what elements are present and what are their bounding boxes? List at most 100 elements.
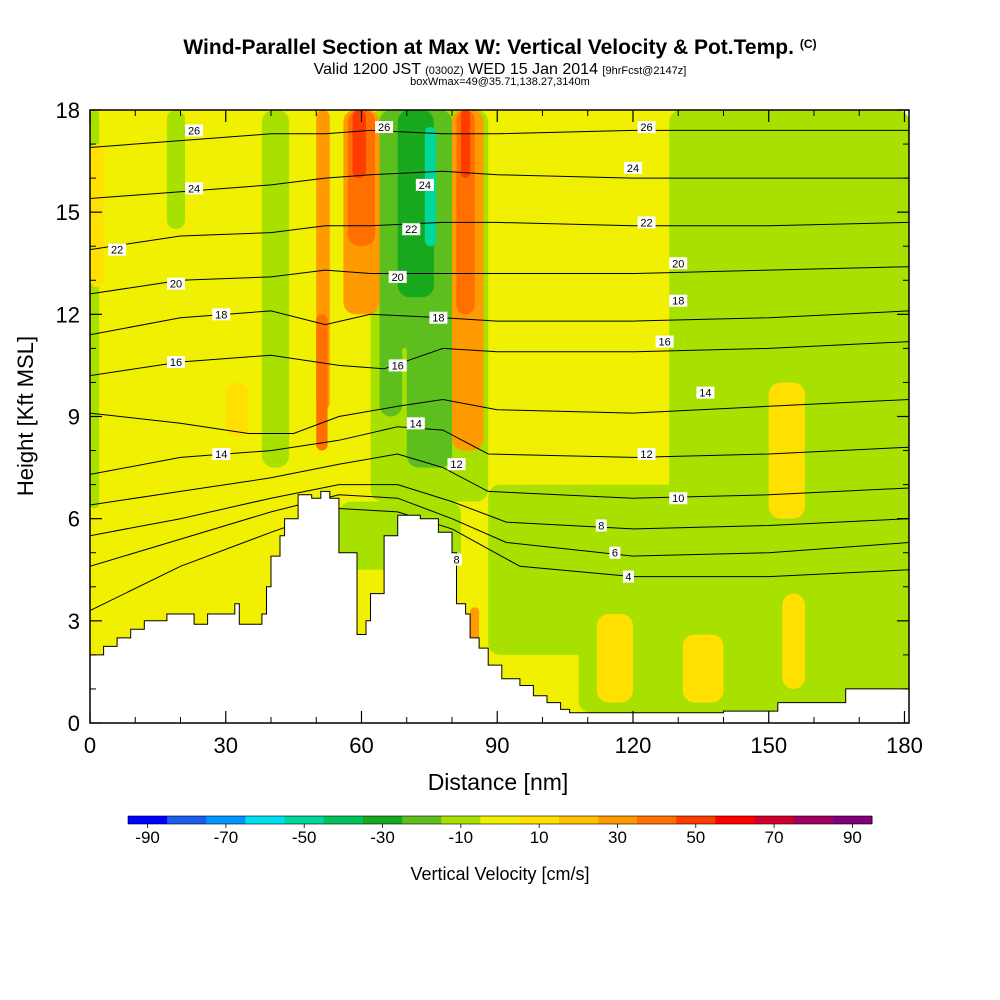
contour-label-bg-1 — [185, 182, 204, 195]
colorbar-swatch-4 — [284, 816, 325, 824]
contour-label-bg-5 — [166, 356, 185, 369]
colorbar-swatch-3 — [245, 816, 286, 824]
colorbar-label-50: 50 — [686, 828, 705, 847]
contour-label-bg-8 — [415, 178, 434, 191]
contour-label-12: 16 — [392, 360, 404, 372]
x-tick-label-120: 120 — [615, 733, 652, 758]
colorbar-swatch-17 — [793, 816, 834, 824]
contour-label-bg-15 — [451, 553, 463, 566]
contour-label-4: 18 — [215, 309, 227, 321]
theta-contour-10 — [90, 453, 909, 506]
velocity-region-8 — [791, 110, 909, 485]
colorbar-label--50: -50 — [292, 828, 317, 847]
contour-label-17: 24 — [627, 163, 639, 175]
contour-label-2: 22 — [111, 245, 123, 257]
forecast-info: [9hrFcst@2147z] — [602, 65, 687, 77]
contour-label-1: 24 — [188, 183, 200, 195]
contour-label-bg-23 — [637, 447, 656, 460]
velocity-region-9 — [578, 525, 909, 713]
contour-label-bg-26 — [609, 546, 621, 559]
contour-label-bg-21 — [655, 335, 674, 348]
theta-contour-20 — [90, 266, 909, 295]
colorbar-swatch-13 — [637, 816, 677, 824]
colorbar-swatch-7 — [402, 816, 442, 824]
colorbar-label--90: -90 — [135, 828, 160, 847]
velocity-region-21 — [768, 382, 805, 519]
copyright-mark: (C) — [799, 37, 817, 51]
colorbar-swatch-16 — [754, 816, 795, 824]
contour-label-14: 12 — [450, 459, 462, 471]
contour-label-13: 14 — [410, 418, 422, 430]
colorbar-swatch-8 — [441, 816, 481, 824]
contour-label-bg-0 — [185, 124, 204, 137]
contour-label-0: 26 — [188, 125, 200, 137]
colorbar-swatch-14 — [676, 816, 716, 824]
colorbar-swatch-10 — [519, 816, 560, 824]
contour-label-20: 18 — [672, 296, 684, 308]
contour-label-bg-22 — [696, 386, 715, 399]
contour-label-10: 20 — [392, 272, 404, 284]
contour-label-bg-27 — [622, 570, 634, 583]
contour-label-19: 20 — [672, 258, 684, 270]
x-tick-label-60: 60 — [349, 733, 373, 758]
colorbar-label--10: -10 — [449, 828, 474, 847]
colorbar-swatch-5 — [323, 816, 364, 824]
theta-contour-6 — [90, 494, 909, 567]
colorbar-label-30: 30 — [608, 828, 627, 847]
contour-label-9: 22 — [405, 224, 417, 236]
colorbar-swatch-18 — [832, 816, 873, 824]
contour-label-bg-10 — [388, 270, 407, 283]
contour-label-18: 22 — [640, 217, 652, 229]
contour-label-bg-7 — [375, 121, 394, 134]
colorbar-swatch-2 — [206, 816, 246, 824]
y-tick-label-6: 6 — [68, 507, 80, 532]
velocity-region-20 — [782, 593, 805, 689]
contour-label-11: 18 — [432, 313, 444, 325]
velocity-region-16 — [90, 144, 104, 288]
y-axis-label: Height [Kft MSL] — [13, 336, 38, 496]
terrain — [89, 490, 910, 724]
colorbar-swatch-0 — [128, 816, 168, 824]
contour-label-bg-11 — [429, 311, 448, 324]
contour-label-bg-12 — [388, 359, 407, 372]
colorbar-swatch-9 — [480, 816, 521, 824]
contour-label-16: 26 — [640, 122, 652, 134]
y-tick-label-15: 15 — [56, 200, 80, 225]
contour-label-bg-18 — [637, 216, 656, 229]
theta-contour-14 — [90, 398, 909, 434]
colorbar-swatch-12 — [597, 816, 638, 824]
colorbar-frame — [127, 815, 873, 825]
contour-label-bg-14 — [447, 458, 466, 471]
velocity-region-19 — [682, 634, 724, 703]
axes: 0 30 60 90 120 150 180 0 3 6 9 12 15 18 — [56, 98, 923, 758]
y-tick-label-18: 18 — [56, 98, 80, 123]
contour-label-bg-16 — [637, 121, 656, 134]
contour-label-27: 4 — [625, 572, 631, 584]
contour-label-bg-20 — [669, 294, 688, 307]
velocity-region-29 — [352, 110, 367, 179]
terrain-mask — [89, 490, 910, 724]
colorbar-swatch-6 — [362, 816, 403, 824]
contour-label-22: 14 — [699, 388, 711, 400]
theta-contour-16 — [90, 341, 909, 377]
contour-label-bg-2 — [108, 243, 127, 256]
contour-label-7: 26 — [378, 122, 390, 134]
contour-label-5: 16 — [170, 357, 182, 369]
contour-label-8: 24 — [419, 180, 431, 192]
contour-label-bg-25 — [595, 519, 607, 532]
velocity-region-2 — [166, 110, 186, 230]
y-tick-label-3: 3 — [68, 609, 80, 634]
valid-date: WED 15 Jan 2014 — [468, 61, 598, 78]
contour-label-bg-9 — [402, 223, 421, 236]
box-info: boxWmax=49@35.71,138.27,3140m — [410, 76, 590, 88]
contour-label-3: 20 — [170, 279, 182, 291]
title-main: Wind-Parallel Section at Max W: Vertical… — [183, 36, 794, 59]
contour-label-24: 10 — [672, 493, 684, 505]
x-axis-label: Distance [nm] — [428, 769, 569, 795]
theta-contour-26 — [90, 129, 909, 148]
colorbar-swatch-1 — [167, 816, 207, 824]
contour-label-bg-17 — [623, 161, 642, 174]
colorbar: -90 -70 -50 -30 -10 10 30 50 70 90 — [127, 815, 873, 847]
